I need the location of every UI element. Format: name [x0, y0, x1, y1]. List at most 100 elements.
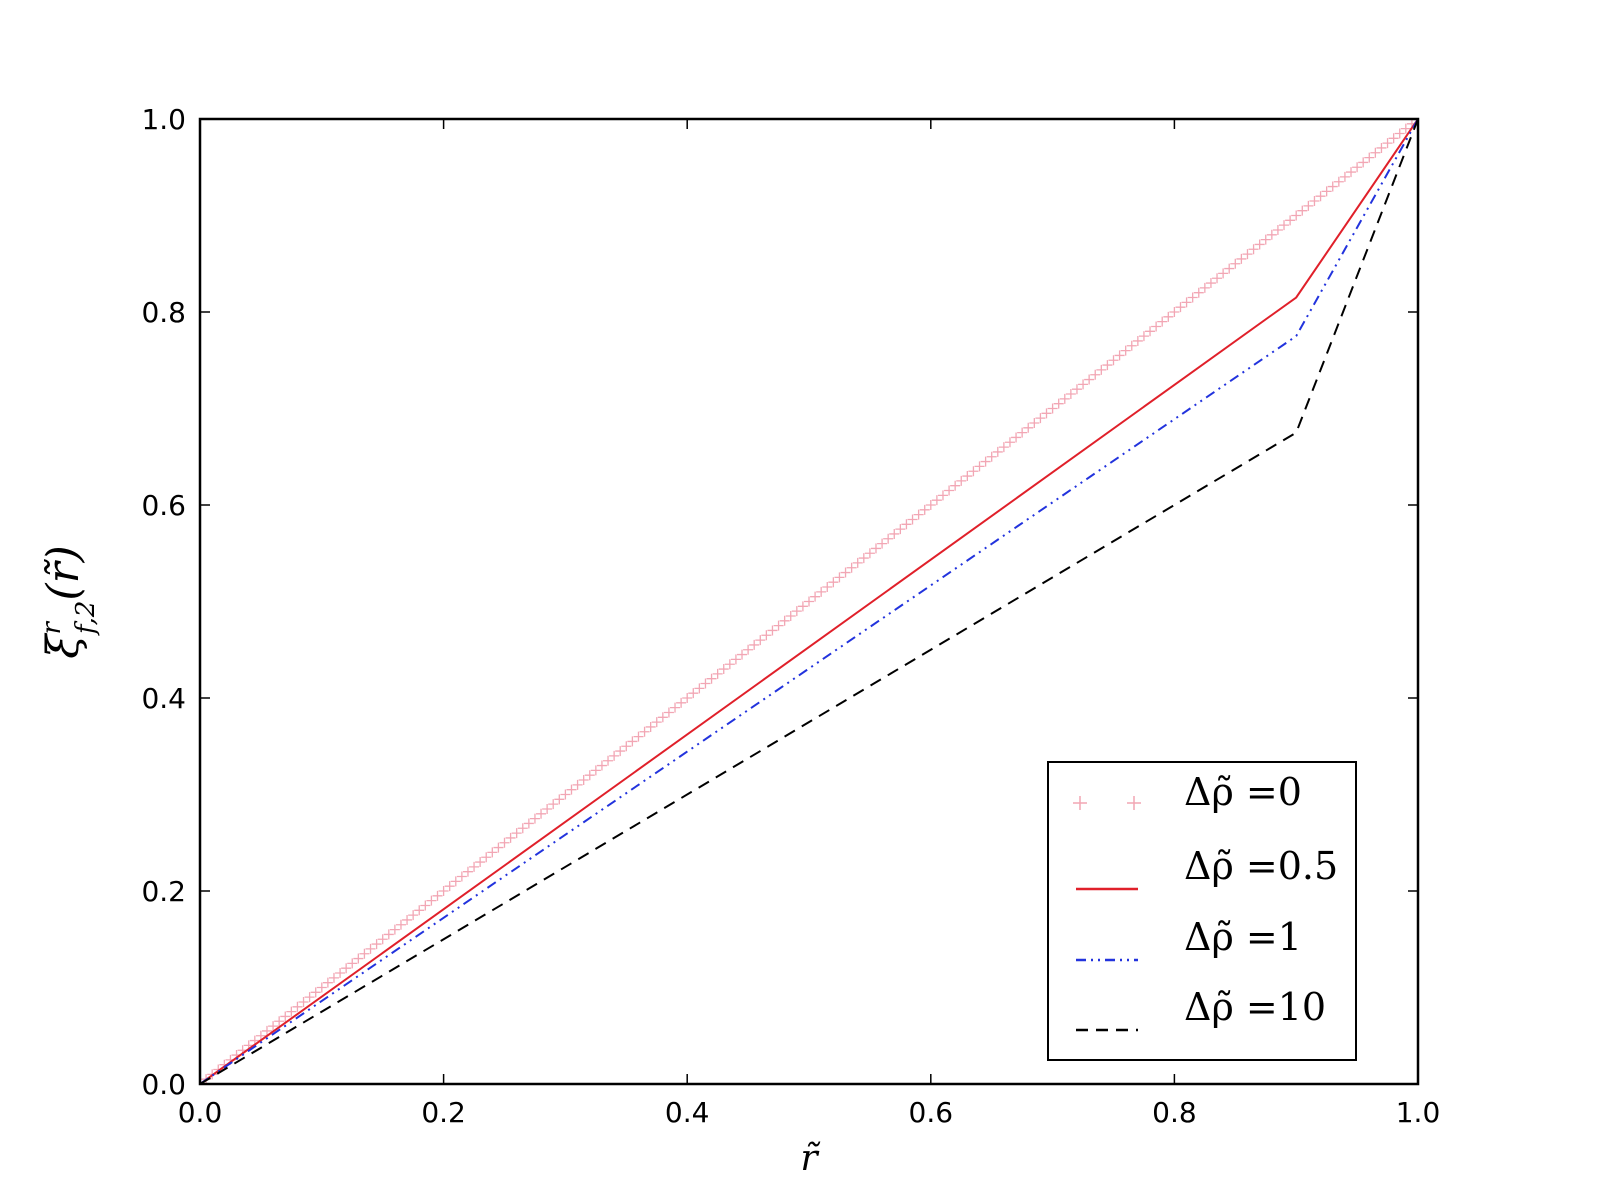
series-0-marker: [481, 852, 492, 863]
series-0-marker: [1126, 340, 1137, 351]
series-0-marker: [517, 823, 528, 834]
series-0-marker: [1035, 413, 1046, 424]
series-0-marker: [779, 615, 790, 626]
series-0-marker: [822, 582, 833, 593]
series-0-marker: [657, 712, 668, 723]
series-0-marker: [365, 943, 376, 954]
series-0-marker: [1187, 292, 1198, 303]
series-0-marker: [986, 451, 997, 462]
series-0-marker: [931, 495, 942, 506]
y-axis-label-super: r: [37, 621, 67, 635]
series-0-marker: [280, 1011, 291, 1022]
series-0-marker: [444, 881, 455, 892]
series-0-marker: [328, 972, 339, 983]
series-0-marker: [834, 572, 845, 583]
series-0-marker: [359, 948, 370, 959]
series-0-marker: [505, 832, 516, 843]
series-0-marker: [828, 577, 839, 588]
series-0-marker: [791, 606, 802, 617]
series-0-marker: [310, 987, 321, 998]
series-0-marker: [383, 929, 394, 940]
series-0-marker: [1059, 393, 1070, 404]
y-tick-label: 0.8: [141, 296, 186, 329]
legend-entry-1: Δρ̃ =0.5: [1076, 844, 1338, 891]
series-0-marker: [1023, 422, 1034, 433]
legend-box: [1047, 761, 1357, 1061]
series-0-marker: [901, 519, 912, 530]
series-0-marker: [371, 939, 382, 950]
y-axis-label: ξr f,2(r̃): [37, 545, 101, 659]
series-0-marker: [694, 683, 705, 694]
series-0-marker: [475, 857, 486, 868]
y-axis-label-base: ξ: [38, 632, 89, 659]
series-0-marker: [1199, 282, 1210, 293]
series-0-marker: [670, 702, 681, 713]
series-0-marker: [456, 871, 467, 882]
series-0-marker: [737, 649, 748, 660]
series-0-marker: [992, 446, 1003, 457]
series-0-marker: [925, 500, 936, 510]
series-0-marker: [937, 490, 948, 501]
series-0-marker: [1279, 220, 1290, 231]
series-0-marker: [572, 779, 583, 790]
series-0-marker: [712, 668, 723, 679]
series-0-marker: [1230, 258, 1241, 269]
series-0-marker: [554, 794, 565, 805]
series-0-marker: [286, 1006, 297, 1017]
series-0-marker: [797, 601, 808, 612]
series-0-marker: [1346, 167, 1357, 178]
series-0-marker: [542, 803, 553, 814]
series-0-marker: [919, 504, 930, 515]
series-0-marker: [395, 919, 406, 930]
series-0-marker: [767, 625, 778, 636]
series-0-marker: [298, 996, 309, 1007]
series-0-marker: [1358, 157, 1369, 168]
series-0-marker: [846, 562, 857, 573]
series-0-marker: [974, 461, 985, 472]
series-0-marker: [1102, 360, 1113, 371]
series-0-marker: [590, 765, 601, 776]
y-tick-label: 0.6: [141, 489, 186, 522]
series-0-marker: [1138, 331, 1149, 342]
y-axis-label-arg: (r̃): [38, 545, 89, 600]
x-tick-label: 0.0: [178, 1096, 223, 1129]
series-0-marker: [1388, 133, 1399, 144]
series-0-marker: [1248, 244, 1259, 255]
series-0-marker: [529, 813, 540, 824]
series-0-marker: [1266, 229, 1277, 240]
y-tick-label: 0.0: [141, 1068, 186, 1101]
series-0-marker: [864, 548, 875, 559]
series-0-marker: [998, 442, 1009, 453]
series-2-line: [200, 119, 1418, 1084]
series-0-marker: [261, 1025, 272, 1036]
series-0-marker: [1011, 432, 1022, 443]
x-tick-label: 0.8: [1152, 1096, 1197, 1129]
series-0-marker: [1236, 253, 1247, 264]
series-0-marker: [1096, 364, 1107, 375]
series-0-marker: [804, 596, 814, 607]
series-0-marker: [889, 528, 900, 539]
series-0-marker: [962, 471, 973, 482]
series-0-marker: [1339, 171, 1350, 182]
legend-label-1: Δρ̃ =0.5: [1184, 844, 1338, 888]
series-0-marker: [1218, 268, 1229, 279]
series-0-marker: [347, 958, 358, 969]
series-0-marker: [883, 533, 894, 544]
series-0-marker: [724, 659, 735, 670]
series-0-marker: [950, 480, 961, 491]
series-0: [200, 119, 1418, 1084]
legend-label-3: Δρ̃ =10: [1184, 985, 1326, 1029]
series-0-marker: [1120, 345, 1131, 356]
series-0-marker: [1291, 210, 1302, 221]
series-0-marker: [1193, 287, 1204, 298]
series-0-marker: [718, 664, 729, 675]
series-layer: [200, 119, 1418, 1084]
series-0-marker: [1364, 152, 1375, 163]
series-0-marker: [377, 934, 388, 945]
series-0-marker: [980, 456, 991, 467]
series-0-marker: [603, 755, 614, 766]
series-0-marker: [609, 750, 620, 761]
series-0-marker: [578, 775, 589, 786]
